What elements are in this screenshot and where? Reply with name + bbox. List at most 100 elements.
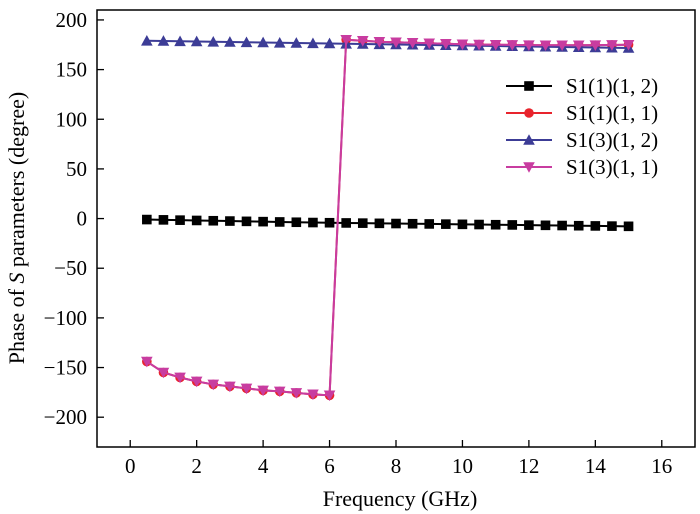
data-point [356,35,369,47]
data-point [307,37,319,49]
data-point [241,216,252,227]
data-point [290,37,303,48]
data-point [606,40,618,51]
data-point [142,214,152,225]
data-point [308,217,318,228]
data-point [424,219,435,229]
data-point [539,40,552,52]
data-point [291,217,302,228]
legend: S1(1)(1, 2) S1(1)(1, 1) S1(3)(1, 2) S1(3)(1… [506,74,658,179]
legend-label: S1(3)(1, 2) [566,128,658,152]
data-point [323,390,336,402]
data-point [407,218,418,229]
data-point [240,36,253,48]
data-point [589,40,602,51]
data-point [423,38,436,50]
data-point [290,388,303,399]
data-point [175,215,185,225]
legend-item: S1(1)(1, 2) [506,74,658,98]
y-tick-label: −100 [44,306,87,330]
legend-item: S1(3)(1, 2) [506,128,658,152]
data-point [157,35,170,46]
data-point [340,34,352,46]
series-2 [141,34,635,53]
series-0 [142,214,634,232]
y-axis-label-symbol: S [4,273,29,284]
y-tick-label: −50 [54,256,87,280]
data-point [523,40,535,51]
data-point [157,367,170,379]
data-point [456,39,469,51]
data-point [141,356,153,368]
series-line [146,218,629,228]
legend-item: S1(3)(1, 1) [506,155,658,179]
data-point [357,218,368,228]
data-point [507,220,518,230]
legend-item: S1(1)(1, 1) [506,101,658,125]
y-tick-label: 150 [56,58,88,82]
data-point [524,220,534,230]
y-tick-label: 100 [56,107,88,131]
data-point [224,36,236,47]
data-point [473,39,485,51]
data-point [623,221,634,232]
data-point [390,37,402,49]
data-point [258,216,268,227]
legend-marker [523,134,535,145]
data-point [191,215,202,226]
data-point [457,219,468,230]
x-tick-label: 0 [125,454,136,478]
data-point [374,218,385,229]
y-axis-label: Phase of S parameters (degree) [4,92,29,364]
y-tick-label: 50 [66,157,87,181]
series-3 [141,34,635,402]
data-point [323,37,336,49]
data-point [307,389,319,401]
data-point [158,215,169,225]
y-tick-label: −150 [44,356,87,380]
data-point [257,385,269,397]
data-point [208,215,219,226]
data-point [607,221,617,231]
data-point [324,217,335,228]
data-point [440,38,452,50]
legend-marker [524,81,534,91]
y-tick-label: 200 [56,8,88,32]
data-point [489,39,502,51]
data-point [341,218,351,228]
data-point [406,37,419,49]
x-tick-label: 8 [391,454,402,478]
data-point [190,376,203,388]
x-axis-label: Frequency (GHz) [323,486,478,511]
legend-marker [524,108,534,118]
series-layer [141,34,635,402]
data-point [273,386,286,398]
data-point [573,220,584,231]
data-point [474,219,484,230]
x-tick-label: 6 [324,454,335,478]
data-point [207,35,220,47]
legend-label: S1(1)(1, 1) [566,101,658,125]
x-tick-label: 2 [191,454,202,478]
x-tick-label: 14 [585,454,607,478]
data-point [556,40,568,52]
data-point [240,383,253,395]
x-tick-label: 12 [518,454,539,478]
data-point [557,220,567,231]
data-point [590,221,601,231]
y-axis-label-prefix: Phase of [4,284,29,365]
y-tick-label: −200 [44,405,87,429]
data-point [190,35,203,47]
x-tick-label: 10 [452,454,473,478]
data-point [273,36,286,48]
legend-marker [523,162,535,173]
data-point [373,36,386,48]
data-point [257,36,269,48]
legend-label: S1(1)(1, 2) [566,74,658,98]
data-point [207,379,220,391]
data-point [572,40,585,52]
y-tick-label: 0 [77,207,88,231]
data-point [622,39,635,51]
data-point [225,216,235,226]
